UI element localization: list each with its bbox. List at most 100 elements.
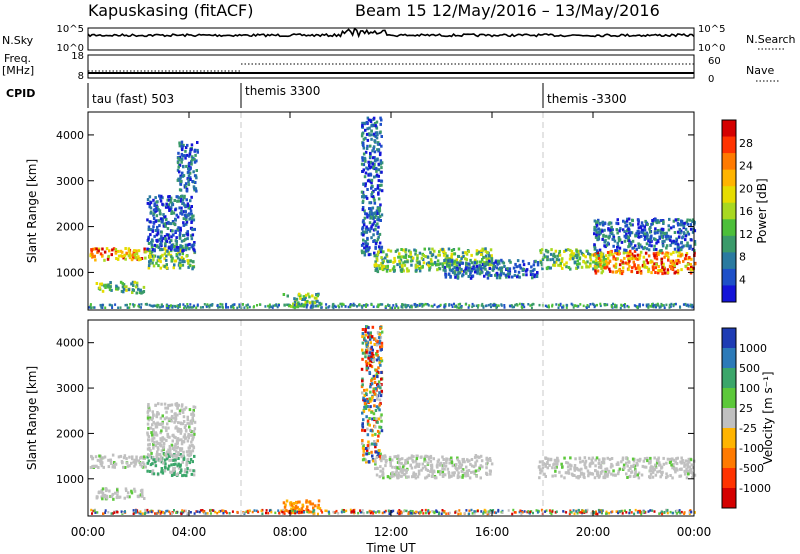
power-cell (377, 148, 381, 152)
power-cell (182, 217, 186, 221)
power-cell (178, 266, 182, 270)
velocity-cell (160, 429, 163, 433)
velocity-cell (317, 499, 321, 503)
velocity-cell (110, 494, 114, 498)
velocity-cell (665, 508, 667, 512)
power-cell (549, 252, 553, 256)
power-cell (306, 303, 309, 306)
power-cell (369, 201, 373, 205)
power-cell (239, 305, 242, 309)
velocity-cell (327, 510, 330, 514)
power-cell (173, 199, 176, 202)
velocity-cell (180, 455, 183, 459)
power-cell (177, 165, 180, 169)
power-cell (110, 288, 113, 292)
power-cell (89, 303, 92, 306)
velocity-cell (632, 459, 636, 463)
power-cell (185, 254, 188, 258)
power-cell (455, 268, 458, 272)
velocity-cell (317, 503, 320, 507)
power-cell (620, 240, 624, 244)
power-cell (605, 265, 609, 269)
velocity-cell (655, 461, 659, 465)
velocity-cell (392, 509, 395, 513)
power-cell (485, 272, 488, 276)
power-cell (490, 257, 494, 261)
velocity-cell (624, 509, 626, 512)
velocity-cell (539, 471, 542, 475)
power-cell (614, 270, 618, 274)
power-cell (594, 269, 597, 273)
velocity-cell (126, 464, 130, 468)
power-cell (418, 262, 421, 266)
velocity-cell (590, 472, 594, 476)
velocity-cell (148, 442, 151, 446)
power-cell (633, 264, 636, 268)
power-cell (151, 229, 154, 233)
power-cell (362, 137, 366, 141)
velocity-cell (365, 447, 368, 450)
power-cell (272, 304, 275, 308)
velocity-cell (574, 457, 577, 461)
power-cell (120, 289, 124, 293)
velocity-cell (424, 508, 427, 512)
velocity-cell (130, 491, 134, 495)
power-cell (127, 254, 131, 258)
velocity-cell (357, 511, 360, 515)
power-cell (514, 303, 517, 307)
velocity-cell (491, 511, 494, 514)
power-cell (623, 220, 627, 224)
velocity-cell (427, 512, 430, 515)
velocity-cell (578, 474, 582, 478)
power-cell (466, 268, 470, 272)
power-cell (146, 201, 150, 205)
power-cell (410, 255, 413, 259)
power-cell (393, 259, 397, 263)
velocity-cell (397, 454, 400, 458)
power-cell (628, 244, 632, 248)
power-cell (652, 268, 655, 272)
velocity-cell (297, 511, 300, 515)
velocity-cell (369, 510, 372, 513)
power-cell (369, 144, 372, 148)
velocity-cell (690, 470, 693, 474)
power-cell (179, 174, 182, 178)
velocity-cell (371, 510, 373, 514)
velocity-cell (476, 509, 479, 513)
power-cell (154, 208, 157, 212)
power-cell (374, 188, 377, 191)
power-cell (603, 239, 606, 243)
power-cell (190, 162, 193, 166)
power-cell (158, 248, 162, 252)
power-cell (631, 223, 634, 227)
power-cell (478, 272, 482, 276)
velocity-cell (520, 512, 523, 516)
power-cell (153, 254, 157, 258)
power-cell (127, 288, 131, 292)
power-cell (565, 261, 568, 265)
power-cell (389, 259, 392, 263)
power-cell (161, 253, 164, 257)
power-cell (649, 236, 653, 240)
power-cell (365, 225, 368, 229)
velocity-cell (371, 417, 374, 421)
power-cell (639, 250, 643, 254)
power-cell (686, 230, 689, 234)
velocity-cell (181, 454, 185, 458)
power-cell (654, 304, 657, 307)
power-cell (179, 180, 183, 183)
power-cell (640, 230, 643, 234)
power-cell (653, 254, 656, 258)
velocity-cell (602, 461, 606, 465)
velocity-cell (466, 458, 469, 462)
power-cell (665, 246, 668, 250)
power-cell (416, 265, 419, 268)
power-cell (492, 262, 496, 265)
power-cell (360, 243, 364, 247)
power-cell (338, 306, 341, 309)
velocity-cell (177, 466, 181, 470)
power-cell (448, 303, 451, 306)
velocity-cell (379, 425, 383, 429)
velocity-cell (222, 509, 225, 512)
power-cell (691, 220, 694, 223)
